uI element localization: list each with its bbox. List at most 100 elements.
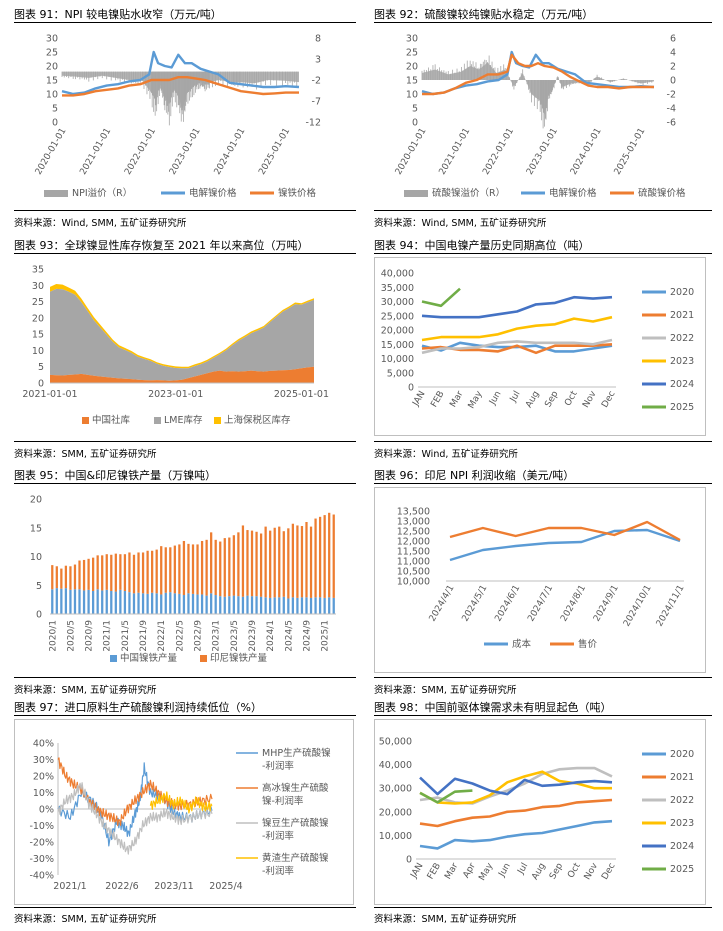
- bar-indonesia: [210, 532, 213, 594]
- series-line: [421, 295, 613, 319]
- bar-china: [60, 588, 63, 614]
- legend-label: 电解镍价格: [549, 187, 597, 199]
- y-tick-label: 15,000: [381, 340, 414, 351]
- bar-china: [155, 593, 158, 614]
- y2-tick-label: -2: [667, 90, 676, 101]
- y-tick-label: 10%: [33, 788, 54, 799]
- legend-label: 上海保税区库存: [224, 414, 291, 426]
- y-tick-label: -40%: [29, 871, 54, 882]
- y-tick-label: 10,000: [379, 831, 412, 842]
- bar-indonesia: [119, 554, 122, 590]
- bar-china: [73, 589, 77, 614]
- x-tick-label: 2024/11/1: [655, 584, 687, 629]
- legend-swatch: [154, 417, 161, 424]
- x-tick-label: 2023/5: [230, 620, 240, 652]
- panel-97: 图表 97：进口原料生产硫酸镍利润持续低位（%） -40% -30% -20% -10…: [14, 699, 356, 925]
- bar-china: [132, 593, 136, 614]
- bar-china: [223, 596, 226, 614]
- x-tick-label: 2022-01-01: [123, 127, 158, 177]
- bar-indonesia: [151, 550, 154, 593]
- x-tick-label: 2024/9: [302, 620, 312, 652]
- bar-indonesia: [141, 552, 145, 594]
- panel-title: 图表 93：全球镍显性库存恢复至 2021 年以来高位（万吨）: [14, 239, 309, 252]
- panel-92: 图表 92：硫酸镍较纯镍贴水稳定（万元/吨） 0 5 10 15 20 25 30 -6 -4-…: [374, 6, 712, 229]
- bar-indonesia: [332, 514, 335, 598]
- legend-label: 中国镍铁产量: [120, 652, 178, 664]
- bar-indonesia: [196, 544, 199, 595]
- x-tick-label: 2023/1: [212, 620, 222, 652]
- legend-label: 2023: [670, 356, 694, 367]
- bar-indonesia: [273, 527, 276, 598]
- y-tick-label: 30: [406, 34, 418, 45]
- y-tick-label: 0: [38, 379, 44, 390]
- chart-94: 0 5,000 10,000 15,000 20,000 25,000 30,000 35,0…: [381, 269, 694, 414]
- x-tick-label: 2023-01-01: [168, 127, 203, 177]
- legend-label: 2023: [670, 818, 694, 829]
- x-tick-label: 2024-01-01: [213, 127, 248, 177]
- x-tick-label: 2025-01-01: [613, 127, 648, 177]
- bar-indonesia: [64, 565, 68, 589]
- y-tick-label: 35: [32, 265, 44, 276]
- bar-china: [200, 594, 204, 614]
- bar-indonesia: [101, 555, 104, 591]
- legend-swatch: [82, 417, 89, 424]
- series-line: [419, 770, 612, 805]
- legend-label: 镍-利润率: [262, 795, 304, 807]
- bar-indonesia: [246, 530, 249, 596]
- legend-label: 2025: [670, 402, 694, 413]
- y-tick-label: 15: [46, 76, 58, 87]
- y-tick-label: 0: [36, 610, 42, 621]
- bar-indonesia: [214, 539, 217, 596]
- y2-tick-label: 8: [315, 34, 321, 45]
- bar-china: [264, 597, 267, 614]
- x-tick-label: 2022/1: [157, 620, 167, 652]
- series-line: [421, 341, 613, 353]
- y-tick-label: 30%: [33, 755, 54, 766]
- x-tick-label: Mar: [448, 389, 465, 409]
- y-tick-label: 12,000: [397, 537, 430, 548]
- x-tick-label: 2022/6: [105, 881, 138, 892]
- bar-indonesia: [173, 545, 176, 594]
- bar-indonesia: [305, 522, 308, 598]
- bar-china: [309, 597, 313, 614]
- legend-label: 2020: [670, 287, 694, 298]
- x-tick-label: 2025-01-01: [257, 127, 292, 177]
- bar-indonesia: [78, 560, 81, 590]
- x-tick-label: 2024/7/1: [526, 584, 555, 624]
- bar-china: [64, 588, 68, 614]
- y-tick-label: 0%: [39, 805, 54, 816]
- y-tick-label: 0: [406, 855, 412, 866]
- bar-china: [196, 594, 199, 614]
- bar-indonesia: [300, 526, 304, 598]
- x-tick-label: 2021/1: [53, 881, 86, 892]
- bar-china: [219, 596, 222, 614]
- series-line: [419, 776, 613, 796]
- legend-label: 镍铁价格: [278, 187, 317, 199]
- x-tick-label: 2020/9: [85, 620, 95, 652]
- bar-indonesia: [318, 516, 322, 598]
- x-tick-label: Aug: [530, 862, 547, 882]
- bar-indonesia: [87, 558, 90, 590]
- legend-label: 硫酸镍溢价（R）: [432, 187, 505, 199]
- y2-tick-label: -12: [305, 118, 321, 129]
- y-tick-label: 0: [52, 118, 58, 129]
- legend-label: 2022: [670, 795, 694, 806]
- x-tick-label: Jul: [516, 862, 531, 877]
- bar-indonesia: [82, 559, 86, 591]
- y-tick-label: 5,000: [387, 368, 414, 379]
- panel-title: 图表 96：印尼 NPI 利润收缩（美元/吨）: [374, 469, 575, 482]
- panel-91: 图表 91：NPI 较电镍贴水收窄（万元/吨） 0 5 10 15 20 25 30 -12 -…: [14, 6, 356, 229]
- y2-tick-label: 0: [670, 76, 676, 87]
- bar-indonesia: [323, 515, 326, 598]
- bar-china: [101, 590, 104, 614]
- source-note: 资料来源：Wind, SMM, 五矿证券研究所: [14, 218, 187, 229]
- series-line: [419, 798, 613, 828]
- x-tick-label: Oct: [566, 861, 583, 880]
- series-line: [61, 50, 300, 96]
- bar-china: [300, 597, 304, 614]
- bar-indonesia: [232, 535, 235, 596]
- x-tick-label: Dec: [600, 861, 617, 881]
- chart-91: 0 5 10 15 20 25 30 -12 -7 -2 3 8 2020-01-01 2021-01-0…: [34, 34, 321, 200]
- series-line: [421, 338, 613, 355]
- bar-indonesia: [278, 526, 281, 598]
